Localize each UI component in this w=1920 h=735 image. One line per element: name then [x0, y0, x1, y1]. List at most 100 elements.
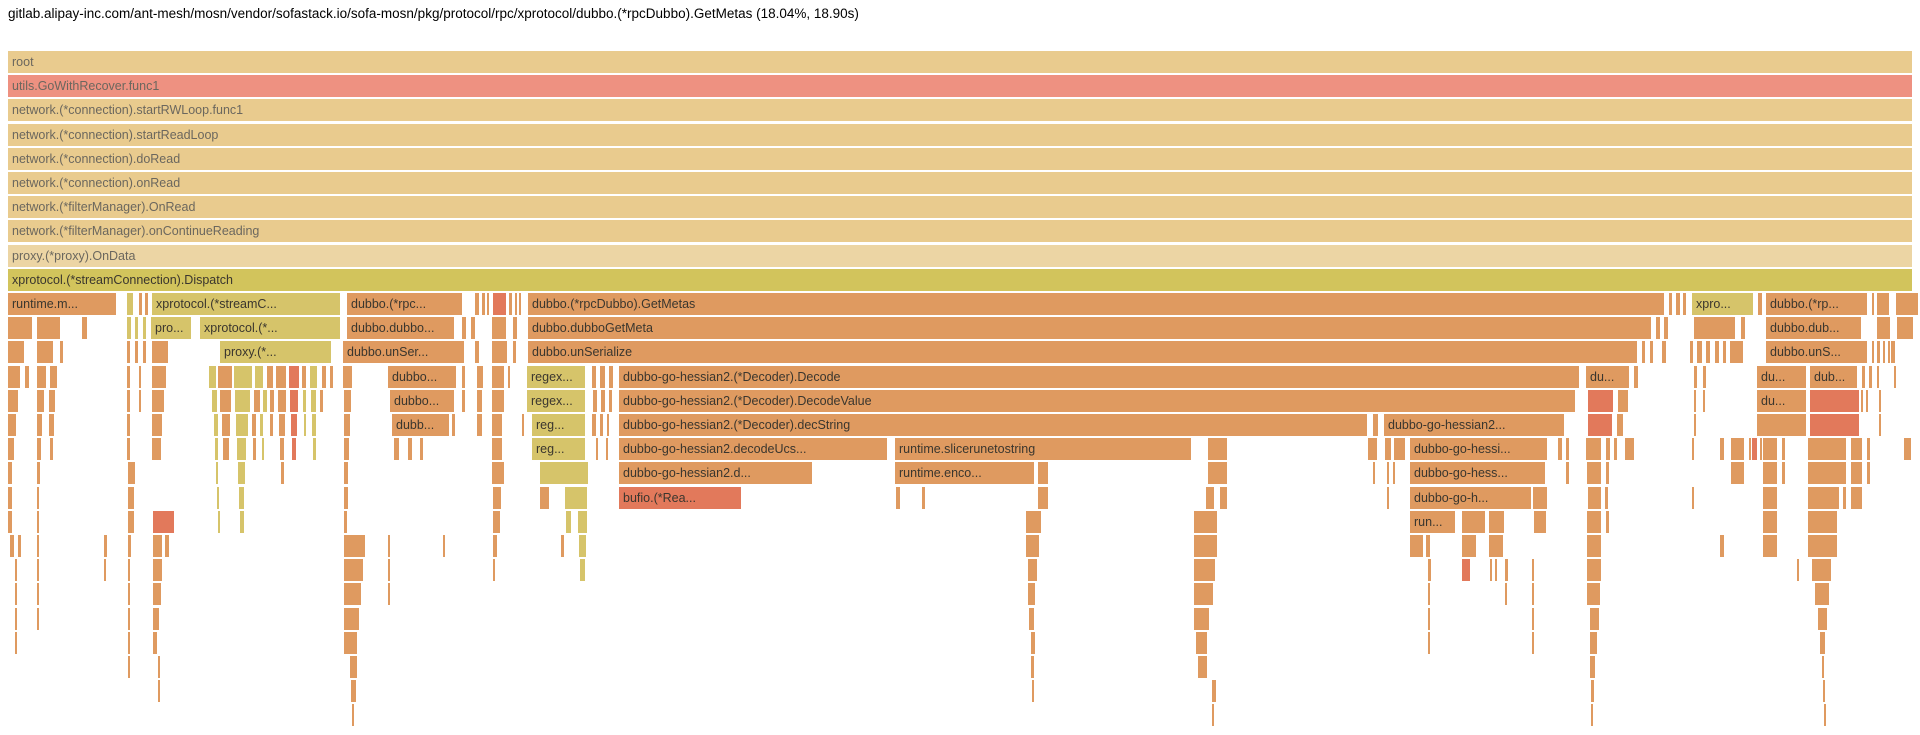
flame-bar[interactable]: network.(*connection).doRead: [8, 147, 1912, 170]
flame-bar[interactable]: [1566, 438, 1569, 461]
flame-bar[interactable]: [344, 414, 350, 436]
flame-bar[interactable]: [1720, 535, 1724, 557]
flame-bar[interactable]: dubbo.unSerialize: [528, 341, 1637, 364]
flame-bar[interactable]: [1867, 438, 1870, 461]
flame-bar[interactable]: utils.GoWithRecover.func1: [8, 75, 1912, 98]
flame-bar[interactable]: [153, 631, 157, 654]
flame-bar[interactable]: [278, 389, 286, 412]
flame-bar[interactable]: [1703, 389, 1705, 412]
flame-bar[interactable]: [388, 559, 390, 582]
flame-bar[interactable]: [1824, 704, 1826, 727]
flame-bar[interactable]: [1904, 438, 1911, 461]
flame-bar[interactable]: [1618, 389, 1628, 412]
flame-bar[interactable]: [152, 365, 166, 388]
flame-bar[interactable]: [152, 341, 168, 364]
flame-bar[interactable]: [1606, 438, 1610, 461]
flame-bar[interactable]: [216, 462, 218, 485]
flame-bar[interactable]: [1385, 438, 1391, 461]
flame-bar[interactable]: [37, 559, 39, 582]
flame-bar[interactable]: reg...: [532, 414, 585, 436]
flame-bar[interactable]: [1587, 559, 1601, 582]
flame-bar[interactable]: [128, 535, 131, 557]
flame-bar[interactable]: [1208, 462, 1227, 485]
flame-bar[interactable]: [1694, 317, 1735, 340]
flame-bar[interactable]: [344, 389, 351, 412]
flame-bar[interactable]: [1662, 341, 1666, 364]
flame-bar[interactable]: [1730, 341, 1743, 364]
flame-bar[interactable]: [1872, 341, 1874, 364]
flame-bar[interactable]: [127, 414, 130, 436]
flame-bar[interactable]: [37, 607, 39, 630]
flame-bar[interactable]: [1588, 486, 1601, 509]
flame-bar[interactable]: dubbo-go-hessian2.(*Decoder).DecodeValue: [619, 389, 1575, 412]
flame-bar[interactable]: [1532, 631, 1534, 654]
flame-bar[interactable]: [237, 438, 246, 461]
flame-bar[interactable]: [578, 510, 587, 533]
flame-bar[interactable]: [37, 535, 39, 557]
flame-bar[interactable]: [462, 365, 465, 388]
flame-bar[interactable]: [1763, 486, 1777, 509]
flame-bar[interactable]: [1532, 607, 1534, 630]
flame-bar[interactable]: [37, 414, 42, 436]
flame-bar[interactable]: [128, 559, 130, 582]
flame-bar[interactable]: [1614, 438, 1617, 461]
flame-bar[interactable]: [1642, 341, 1645, 364]
flame-bar[interactable]: [1038, 462, 1048, 485]
flame-bar[interactable]: [263, 389, 267, 412]
flame-bar[interactable]: [302, 365, 306, 388]
flame-bar[interactable]: [223, 438, 229, 461]
flame-bar[interactable]: [1676, 293, 1680, 315]
flame-bar[interactable]: [127, 365, 130, 388]
flame-bar[interactable]: [153, 559, 162, 582]
flame-bar[interactable]: [452, 414, 455, 436]
flame-bar[interactable]: [515, 293, 517, 315]
flame-bar[interactable]: du...: [1757, 389, 1806, 412]
flame-bar[interactable]: network.(*connection).startReadLoop: [8, 123, 1912, 146]
flame-bar[interactable]: [25, 365, 29, 388]
flame-bar[interactable]: root: [8, 51, 1912, 73]
flame-bar[interactable]: [234, 365, 252, 388]
flame-bar[interactable]: [492, 317, 506, 340]
flame-bar[interactable]: [127, 438, 130, 461]
flame-bar[interactable]: [239, 486, 244, 509]
flame-bar[interactable]: [1808, 535, 1837, 557]
flame-bar[interactable]: [49, 389, 55, 412]
flame-bar[interactable]: [1194, 559, 1215, 582]
flame-bar[interactable]: dubbo.dubbo...: [347, 317, 454, 340]
flame-bar[interactable]: [262, 438, 264, 461]
flame-bar[interactable]: dubbo.(*rpc...: [347, 293, 462, 315]
flame-bar[interactable]: [509, 293, 512, 315]
flame-bar[interactable]: [492, 389, 504, 412]
flame-bar[interactable]: [212, 389, 217, 412]
flame-bar[interactable]: [1220, 486, 1227, 509]
flame-bar[interactable]: [267, 365, 273, 388]
flame-bar[interactable]: [60, 341, 63, 364]
flame-bar[interactable]: [1808, 462, 1846, 485]
flame-bar[interactable]: [1489, 510, 1504, 533]
flame-bar[interactable]: [18, 535, 21, 557]
flame-bar[interactable]: [289, 365, 299, 388]
flame-bar[interactable]: [1196, 631, 1207, 654]
flame-bar[interactable]: [477, 389, 482, 412]
flame-bar[interactable]: [606, 438, 608, 461]
flame-bar[interactable]: [1877, 317, 1890, 340]
flame-bar[interactable]: [1586, 438, 1601, 461]
flame-bar[interactable]: [344, 559, 363, 582]
flame-bar[interactable]: [1703, 365, 1706, 388]
flame-bar[interactable]: du...: [1586, 365, 1629, 388]
flame-bar[interactable]: [1656, 317, 1660, 340]
flame-bar[interactable]: [1534, 510, 1546, 533]
flame-bar[interactable]: reg...: [532, 438, 585, 461]
flame-bar[interactable]: [37, 583, 39, 606]
flame-bar[interactable]: [15, 631, 17, 654]
flame-bar[interactable]: runtime.m...: [8, 293, 116, 315]
flame-bar[interactable]: [8, 486, 12, 509]
flame-bar[interactable]: [477, 414, 482, 436]
flame-bar[interactable]: [1026, 535, 1039, 557]
flame-bar[interactable]: [1851, 486, 1862, 509]
flame-bar[interactable]: [104, 559, 106, 582]
flame-bar[interactable]: [222, 414, 230, 436]
flame-bar[interactable]: [1683, 293, 1686, 315]
flame-bar[interactable]: [15, 607, 17, 630]
flame-bar[interactable]: [8, 365, 20, 388]
